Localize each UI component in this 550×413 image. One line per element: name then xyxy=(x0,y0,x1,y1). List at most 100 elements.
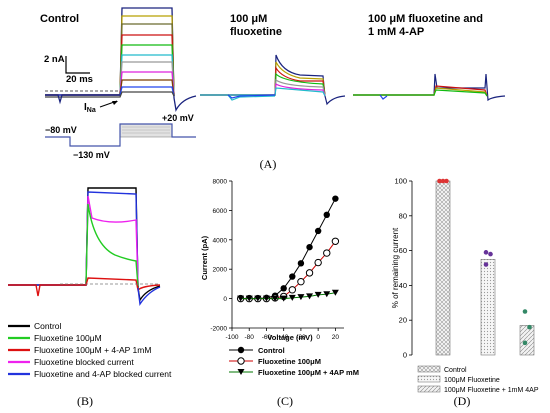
panel-d-label: (D) xyxy=(454,394,471,408)
scale-bar xyxy=(65,56,90,74)
remaining-bar xyxy=(435,180,451,356)
iv-y-axis-title: Current (pA) xyxy=(200,235,209,280)
remaining-legend-fluoxetine-4ap: 100μM Fluoxetine + 1mM 4AP xyxy=(417,385,539,394)
legend-label-fluoxetine: Fluoxetine 100μM xyxy=(34,333,102,343)
iv-point-fluoxetine-4ap xyxy=(314,291,322,298)
panel-a-title-control: Control xyxy=(40,13,79,25)
remaining-point xyxy=(444,178,449,184)
remaining-bar xyxy=(480,258,496,356)
remaining-point xyxy=(440,178,446,184)
remaining-y-tick-label: 80 xyxy=(399,211,407,220)
iv-legend-control: Control xyxy=(229,346,285,355)
iv-legend-fluoxetine: Fluoxetine 100μM xyxy=(229,357,321,366)
iv-series xyxy=(236,195,340,303)
remaining-legend: Control 100μM Fluoxetine 100μM Fluoxetin… xyxy=(417,365,539,394)
fluoxetine-4ap-traces xyxy=(353,73,506,102)
remaining-bars xyxy=(435,178,535,356)
panel-b: Control Fluoxetine 100μM Fluoxetine 100μ… xyxy=(8,187,172,408)
iv-y-tick-label: 8000 xyxy=(213,179,228,186)
ina-label: INa xyxy=(84,102,96,114)
legend-item-4ap-blocked: Fluoxetine and 4-AP blocked current xyxy=(8,369,172,379)
iv-point-fluoxetine-4ap xyxy=(245,295,253,302)
iv-x-tick-label: 20 xyxy=(332,334,340,341)
panel-b-traces xyxy=(8,187,161,306)
legend-item-fluoxetine: Fluoxetine 100μM xyxy=(8,333,102,343)
iv-point-fluoxetine xyxy=(297,277,305,286)
iv-y-tick-label: 6000 xyxy=(213,208,228,215)
legend-label-fluoxetine-blocked: Fluoxetine blocked current xyxy=(34,357,134,367)
remaining-y-tick-label: 40 xyxy=(399,281,407,290)
iv-point-fluoxetine-4ap xyxy=(288,294,296,301)
iv-legend-fluoxetine-label: Fluoxetine 100μM xyxy=(258,357,321,366)
remaining-point xyxy=(488,251,493,257)
panel-a-title-4ap-2: 1 mM 4-AP xyxy=(368,26,424,38)
iv-point-fluoxetine-4ap xyxy=(297,294,305,301)
remaining-legend-fluoxetine-label: 100μM Fluoxetine xyxy=(444,377,500,384)
voltage-protocol: −80 mV −130 mV +20 mV xyxy=(45,113,196,160)
panel-a-title-4ap-1: 100 μM fluoxetine and xyxy=(368,13,483,25)
iv-point-control xyxy=(323,211,330,219)
iv-point-control xyxy=(280,285,287,292)
protocol-hold-label: −80 mV xyxy=(45,125,77,135)
remaining-legend-fluoxetine-4ap-label: 100μM Fluoxetine + 1mM 4AP xyxy=(444,387,539,394)
iv-point-fluoxetine-4ap xyxy=(262,295,270,302)
remaining-legend-fluoxetine: 100μM Fluoxetine xyxy=(417,375,500,384)
iv-legend-fluoxetine-4ap-label: Fluoxetine 100μM + 4AP mM xyxy=(258,368,359,377)
legend-item-control: Control xyxy=(8,321,62,331)
iv-point-control xyxy=(332,195,339,202)
panel-b-label: (B) xyxy=(77,394,93,408)
iv-legend-fluoxetine-4ap: Fluoxetine 100μM + 4AP mM xyxy=(229,368,359,377)
remaining-y-tick-label: 60 xyxy=(399,246,407,255)
iv-point-fluoxetine xyxy=(331,237,340,245)
iv-x-tick-label: -40 xyxy=(279,334,289,341)
legend-item-fluoxetine-blocked: Fluoxetine blocked current xyxy=(8,357,134,367)
iv-point-fluoxetine-4ap xyxy=(280,295,288,302)
iv-point-fluoxetine xyxy=(323,249,331,257)
remaining-point xyxy=(437,178,442,184)
ina-arrowhead xyxy=(112,101,118,105)
iv-point-fluoxetine-4ap xyxy=(254,295,262,302)
remaining-y-axis-title: % of remaining current xyxy=(391,227,400,308)
panel-c: -2000 0 2000 4000 6000 8000 -100 -80 -60 -40 -20 0 2… xyxy=(200,179,359,409)
panel-a-title-fluoxetine-2: fluoxetine xyxy=(230,26,282,38)
iv-point-fluoxetine-4ap xyxy=(323,291,331,298)
scale-current-label: 2 nA xyxy=(44,54,65,65)
remaining-y-tick-label: 100 xyxy=(394,177,407,186)
protocol-pre-label: −130 mV xyxy=(73,150,110,160)
remaining-legend-control: Control xyxy=(417,365,467,374)
panel-a-title-fluoxetine-1: 100 μM xyxy=(230,13,267,25)
iv-x-tick-label: -60 xyxy=(262,334,272,341)
iv-point-fluoxetine-4ap xyxy=(306,293,314,300)
legend-item-fluoxetine-4ap: Fluoxetine 100μM + 4-AP 1mM xyxy=(8,345,151,355)
remaining-legend-control-label: Control xyxy=(444,367,467,374)
iv-x-tick-label: -100 xyxy=(225,334,238,341)
panel-a-label: (A) xyxy=(260,157,277,171)
iv-point-control xyxy=(289,273,296,280)
iv-x-axis-title: Voltage (mV) xyxy=(267,333,313,342)
remaining-point xyxy=(522,340,528,346)
iv-x-tick-label: 0 xyxy=(316,334,320,341)
iv-point-fluoxetine-4ap xyxy=(271,295,279,302)
panel-c-label: (C) xyxy=(277,394,293,408)
remaining-point xyxy=(483,262,489,267)
remaining-axes: 0 20 40 60 80 100 xyxy=(394,177,413,360)
iv-x-tick-label: -80 xyxy=(245,334,255,341)
remaining-point xyxy=(483,250,489,255)
fluoxetine-traces xyxy=(200,54,346,106)
iv-point-control xyxy=(297,260,305,267)
scale-time-label: 20 ms xyxy=(66,74,93,85)
iv-x-tick-label: -20 xyxy=(296,334,306,341)
legend-label-fluoxetine-4ap: Fluoxetine 100μM + 4-AP 1mM xyxy=(34,345,151,355)
iv-point-fluoxetine xyxy=(305,269,314,277)
iv-axes: -2000 0 2000 4000 6000 8000 -100 -80 -60 -40 -20 0 2… xyxy=(210,179,344,341)
panel-d: 0 20 40 60 80 100 % of remaining current Cont… xyxy=(391,177,539,409)
iv-point-control xyxy=(314,227,322,235)
iv-legend: Control Fluoxetine 100μM Fluoxetine 100μ… xyxy=(229,346,359,377)
iv-y-tick-label: 2000 xyxy=(213,267,228,274)
remaining-bar xyxy=(519,325,535,356)
legend-label-4ap-blocked: Fluoxetine and 4-AP blocked current xyxy=(34,369,172,379)
iv-y-tick-label: 0 xyxy=(223,296,227,303)
iv-series-line xyxy=(240,240,336,300)
iv-point-fluoxetine-4ap xyxy=(331,289,339,296)
